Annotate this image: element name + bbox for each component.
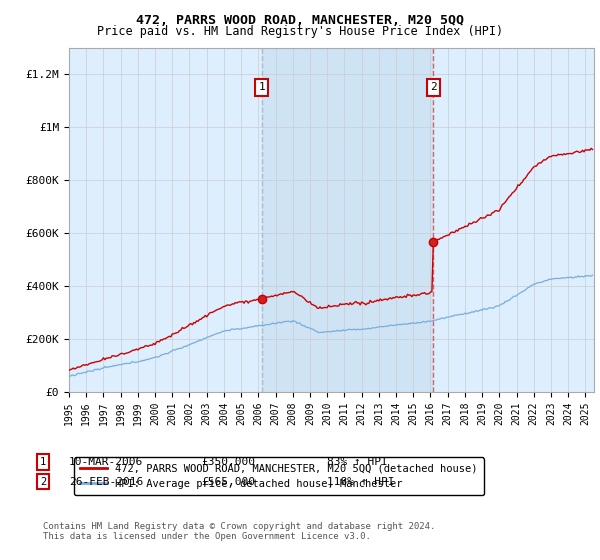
Text: Contains HM Land Registry data © Crown copyright and database right 2024.
This d: Contains HM Land Registry data © Crown c…	[43, 522, 436, 542]
Text: 1: 1	[258, 82, 265, 92]
Text: £565,000: £565,000	[201, 477, 255, 487]
Bar	[262, 48, 433, 392]
Text: £350,000: £350,000	[201, 457, 255, 467]
Text: 10-MAR-2006: 10-MAR-2006	[69, 457, 143, 467]
Text: Price paid vs. HM Land Registry's House Price Index (HPI): Price paid vs. HM Land Registry's House …	[97, 25, 503, 38]
Text: 118% ↑ HPI: 118% ↑ HPI	[327, 477, 395, 487]
Text: 2: 2	[430, 82, 437, 92]
Legend: 472, PARRS WOOD ROAD, MANCHESTER, M20 5QQ (detached house), HPI: Average price, : 472, PARRS WOOD ROAD, MANCHESTER, M20 5Q…	[74, 458, 484, 495]
Text: 1: 1	[40, 457, 46, 467]
Text: 83% ↑ HPI: 83% ↑ HPI	[327, 457, 388, 467]
Text: 26-FEB-2016: 26-FEB-2016	[69, 477, 143, 487]
Text: 2: 2	[40, 477, 46, 487]
Text: 472, PARRS WOOD ROAD, MANCHESTER, M20 5QQ: 472, PARRS WOOD ROAD, MANCHESTER, M20 5Q…	[136, 14, 464, 27]
